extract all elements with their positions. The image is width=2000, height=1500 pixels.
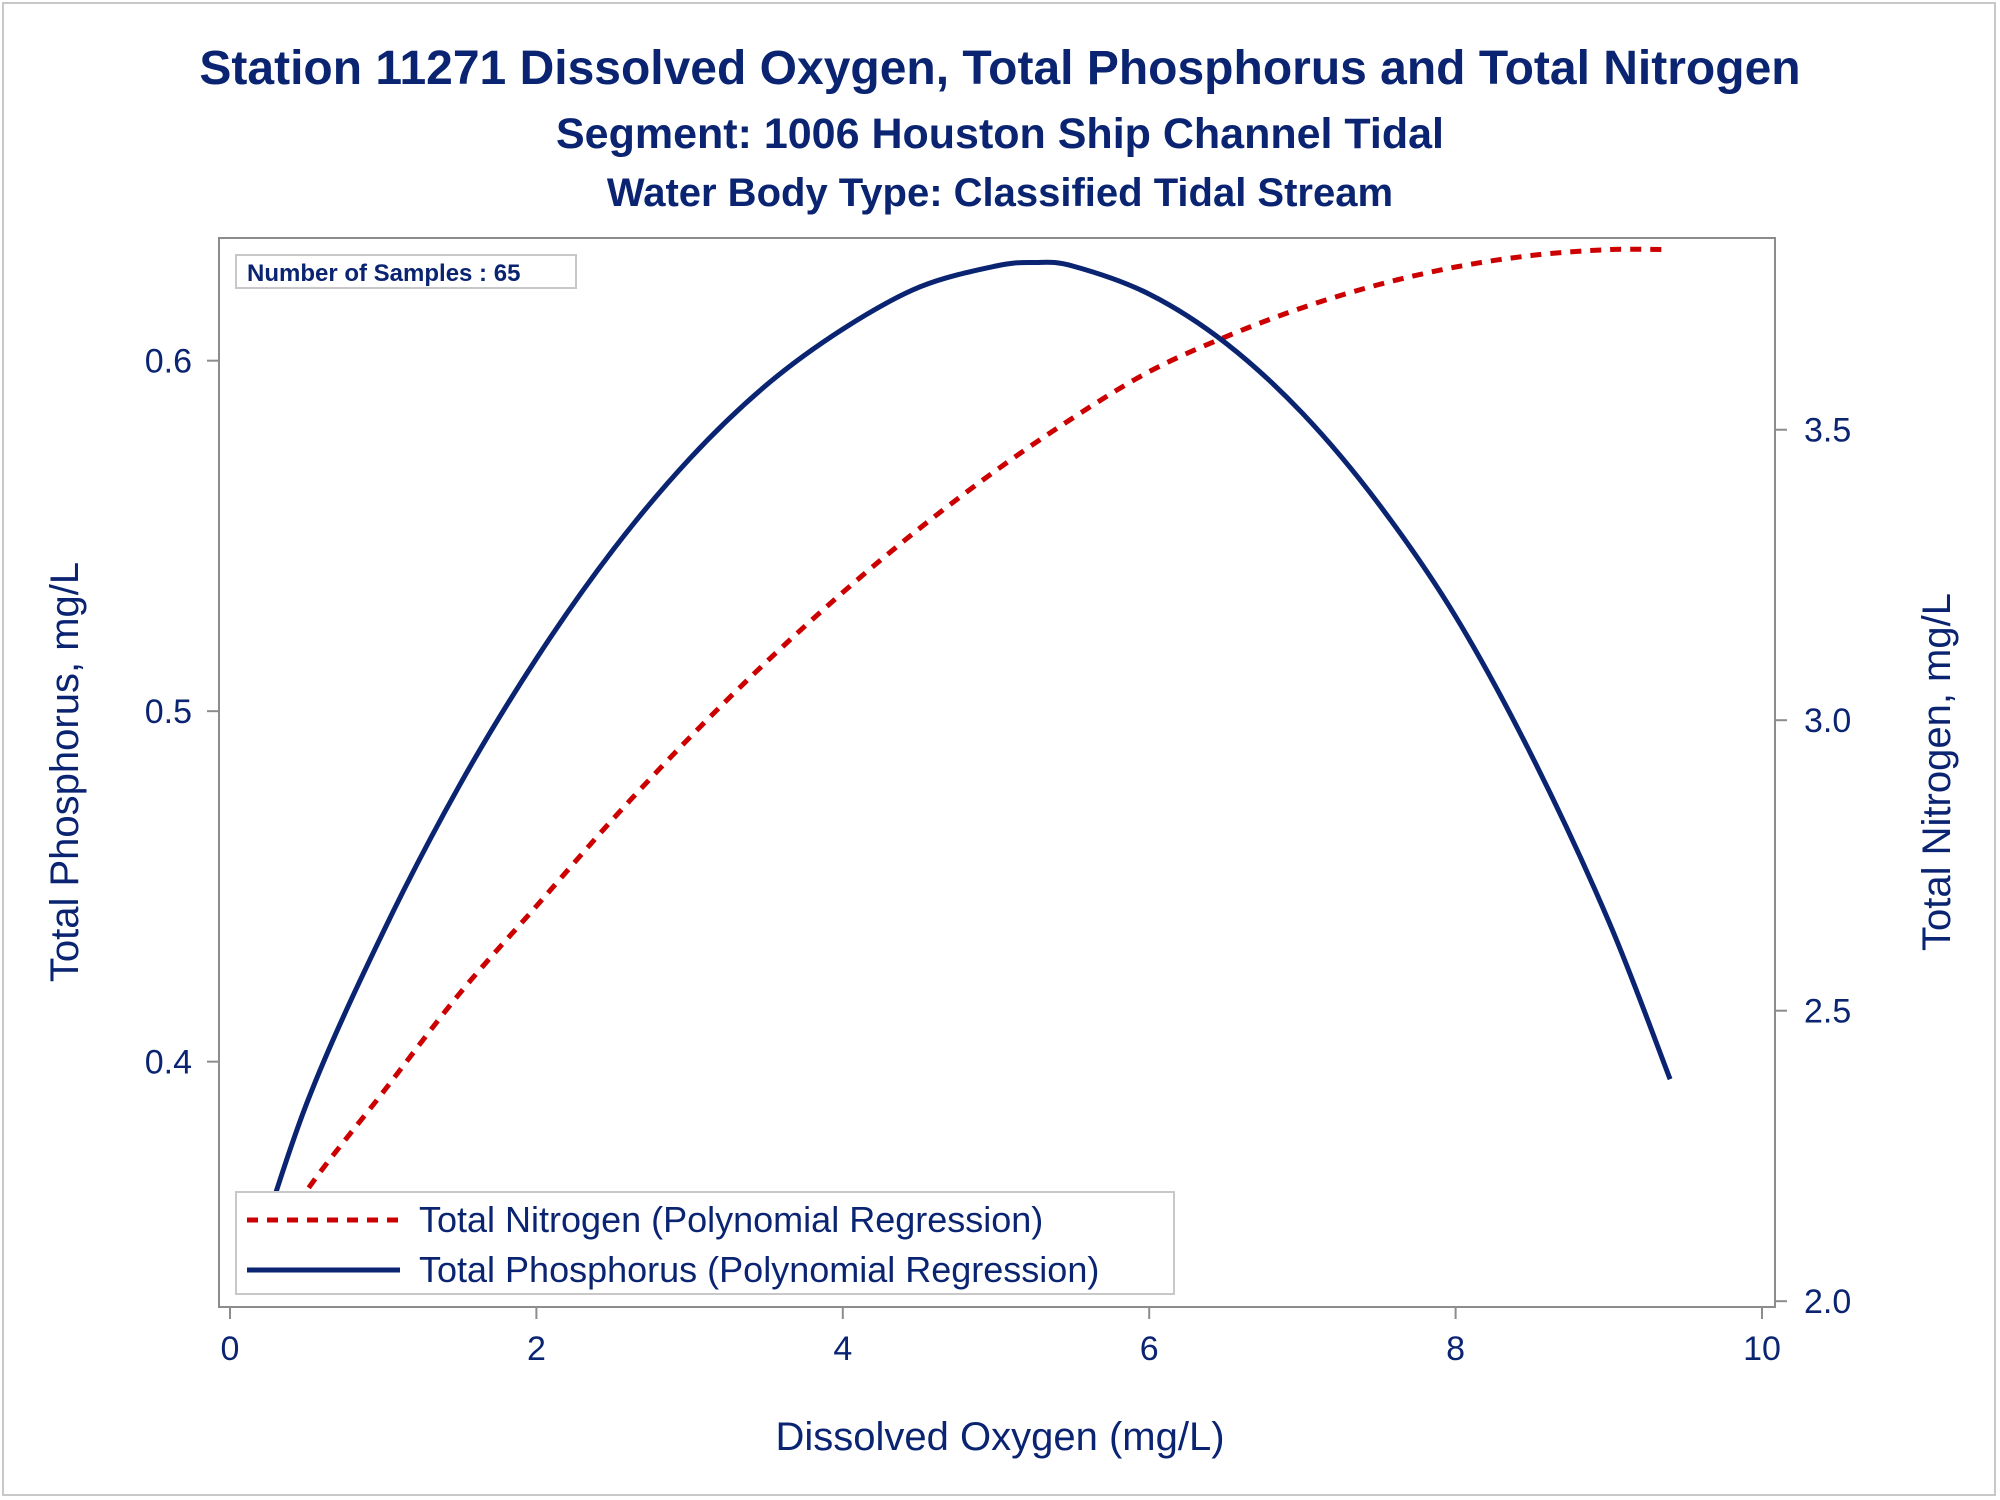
series-line-total-nitrogen: [243, 246, 1671, 1291]
x-tick-label: 8: [1446, 1330, 1465, 1368]
y-tick-label: 0.5: [145, 693, 192, 731]
axis-ticks: 0 2 4 6 8 10 0.4 0.5 0.6 2.0 2.5 3.0 3.5: [145, 343, 1852, 1368]
legend-label-total-nitrogen: Total Nitrogen (Polynomial Regression): [419, 1199, 1043, 1240]
y2-tick-label: 2.0: [1804, 1283, 1851, 1321]
x-tick-label: 4: [833, 1330, 852, 1368]
x-tick-label: 0: [221, 1330, 240, 1368]
legend: Total Nitrogen (Polynomial Regression) T…: [235, 1191, 1175, 1295]
y2-tick-label: 2.5: [1804, 993, 1851, 1031]
x-tick-label: 10: [1743, 1330, 1781, 1368]
chart-title: Station 11271 Dissolved Oxygen, Total Ph…: [199, 42, 1800, 95]
sample-count-box: [235, 254, 577, 289]
y2-tick-label: 3.5: [1804, 412, 1851, 450]
sample-count-annotation: Number of Samples : 65: [247, 260, 520, 287]
x-tick-label: 2: [527, 1330, 546, 1368]
y2-tick-label: 3.0: [1804, 702, 1851, 740]
y-tick-label: 0.4: [145, 1044, 192, 1082]
legend-box: [235, 1191, 1175, 1295]
x-axis-label: Dissolved Oxygen (mg/L): [775, 1415, 1224, 1459]
y-axis-label: Total Phosphorus, mg/L: [43, 562, 87, 982]
chart-subtitle-2: Water Body Type: Classified Tidal Stream: [607, 171, 1393, 215]
y-tick-label: 0.6: [145, 343, 192, 381]
y2-axis-label: Total Nitrogen, mg/L: [1915, 593, 1959, 951]
chart-subtitle: Segment: 1006 Houston Ship Channel Tidal: [556, 110, 1444, 158]
x-tick-label: 6: [1140, 1330, 1159, 1368]
series-line-total-phosphorus: [242, 259, 1673, 1291]
legend-label-total-phosphorus: Total Phosphorus (Polynomial Regression): [419, 1249, 1099, 1290]
